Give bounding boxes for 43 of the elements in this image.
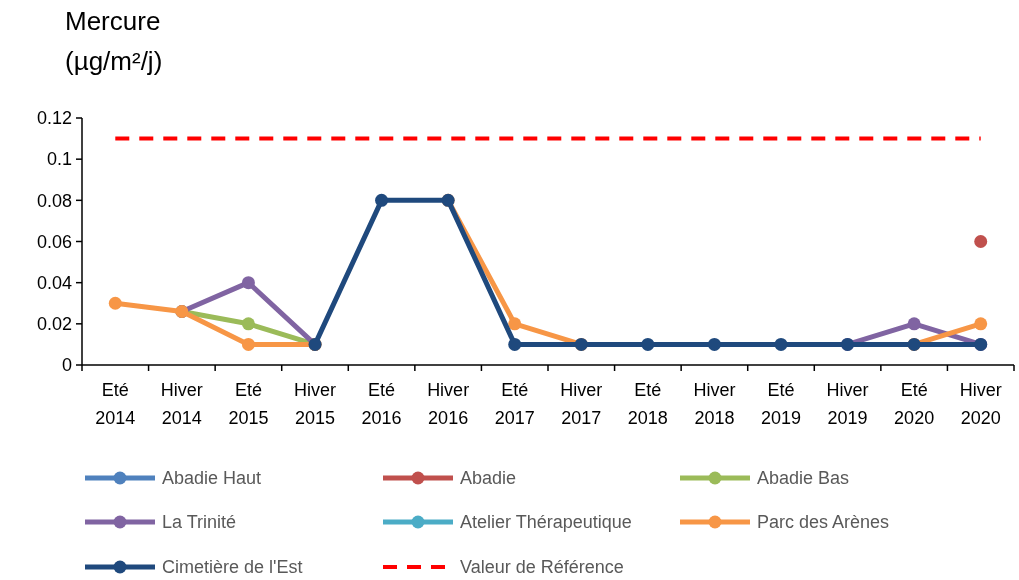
legend-label: Abadie Bas	[757, 468, 850, 489]
point	[907, 317, 921, 331]
legend-label: Abadie	[460, 468, 517, 489]
legend-label: Cimetière de l'Est	[162, 557, 303, 578]
point	[974, 235, 988, 248]
point	[241, 317, 255, 331]
x-tick-label: Hiver 2017	[560, 380, 603, 428]
x-tick-label: Eté 2016	[361, 380, 402, 428]
y-axis-title: Mercure (µg/m²/j)	[65, 6, 163, 76]
x-tick-label: Eté 2019	[760, 380, 802, 428]
legend-label: Abadie Haut	[162, 468, 262, 489]
legend-label: Parc des Arènes	[757, 512, 890, 533]
y-tick-label: 0.12	[36, 108, 72, 129]
y-tick-label: 0.06	[36, 231, 72, 252]
legend-label: Valeur de Référence	[460, 557, 624, 578]
x-tick-label: Eté 2018	[627, 380, 668, 428]
x-tick-label: Hiver 2015	[293, 380, 337, 428]
y-tick-label: 0.1	[46, 149, 72, 170]
x-tick-label: Eté 2020	[894, 380, 935, 428]
x-tick-label: Eté 2015	[228, 380, 269, 428]
x-tick-label: Eté 2014	[95, 380, 136, 428]
y-tick-label: 0.02	[36, 314, 72, 335]
x-tick-label: Hiver 2019	[826, 380, 869, 428]
x-tick-label: Eté 2017	[494, 380, 535, 428]
point	[774, 337, 788, 351]
point	[508, 337, 522, 351]
legend-label: La Trinité	[162, 512, 237, 533]
point	[241, 276, 255, 290]
point	[508, 317, 522, 331]
point	[641, 337, 655, 351]
point	[974, 317, 988, 331]
legend-label: Atelier Thérapeutique	[460, 512, 632, 533]
point	[707, 337, 721, 351]
y-tick-label: 0.08	[36, 190, 72, 211]
x-tick-label: Hiver 2018	[693, 380, 736, 428]
y-tick-label: 0.04	[36, 272, 72, 293]
x-tick-label: Hiver 2020	[959, 380, 1002, 428]
point	[375, 193, 389, 207]
point	[108, 296, 122, 310]
x-tick-label: Hiver 2014	[160, 380, 203, 428]
point	[241, 337, 255, 351]
x-tick-label: Hiver 2016	[427, 380, 470, 428]
y-tick-label: 0	[61, 355, 72, 376]
